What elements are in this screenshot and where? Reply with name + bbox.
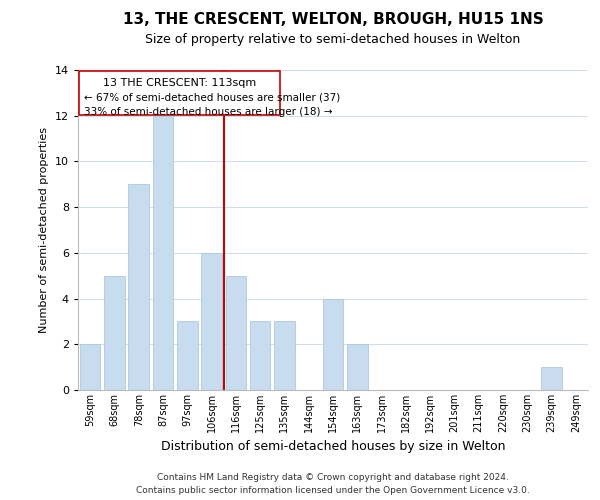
Bar [347,344,368,390]
Text: Contains HM Land Registry data © Crown copyright and database right 2024.
Contai: Contains HM Land Registry data © Crown c… [136,474,530,495]
Bar [323,298,343,390]
Text: 33% of semi-detached houses are larger (18) →: 33% of semi-detached houses are larger (… [83,108,332,118]
FancyBboxPatch shape [79,71,280,115]
X-axis label: Distribution of semi-detached houses by size in Welton: Distribution of semi-detached houses by … [161,440,505,454]
Bar [250,322,271,390]
Bar [177,322,197,390]
Bar [201,253,222,390]
Bar [274,322,295,390]
Bar [541,367,562,390]
Text: ← 67% of semi-detached houses are smaller (37): ← 67% of semi-detached houses are smalle… [83,92,340,102]
Bar [128,184,149,390]
Text: 13, THE CRESCENT, WELTON, BROUGH, HU15 1NS: 13, THE CRESCENT, WELTON, BROUGH, HU15 1… [122,12,544,28]
Bar [104,276,125,390]
Y-axis label: Number of semi-detached properties: Number of semi-detached properties [39,127,49,333]
Text: Size of property relative to semi-detached houses in Welton: Size of property relative to semi-detach… [145,32,521,46]
Bar [226,276,246,390]
Bar [80,344,100,390]
Bar [152,116,173,390]
Text: 13 THE CRESCENT: 113sqm: 13 THE CRESCENT: 113sqm [103,78,256,88]
